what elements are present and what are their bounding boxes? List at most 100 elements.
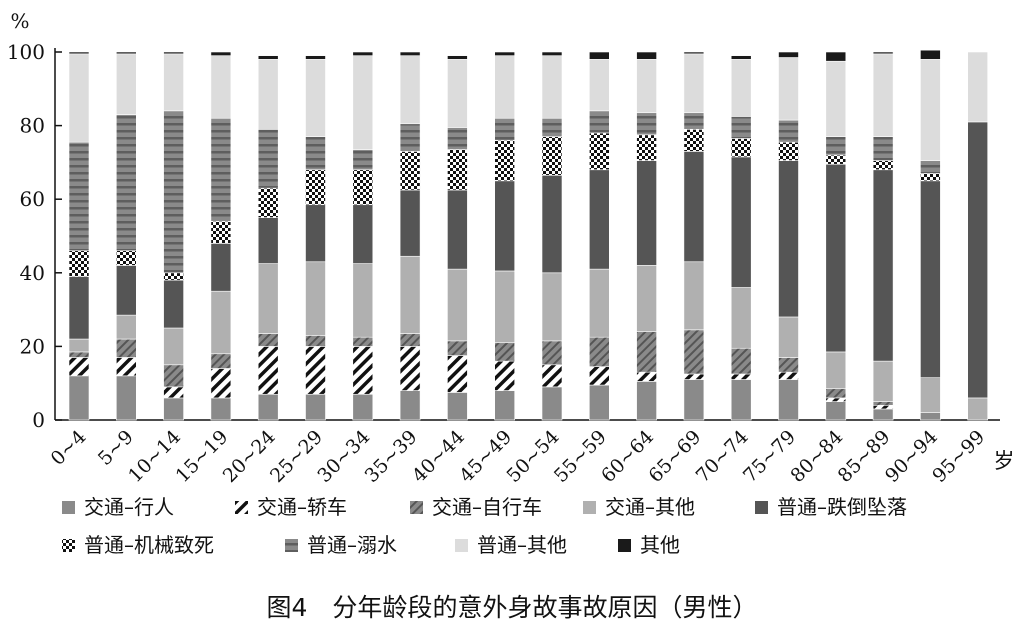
bar-segment — [872, 404, 894, 410]
bar-segment — [210, 353, 232, 369]
bar-segment — [68, 250, 90, 277]
bar-segment — [305, 393, 326, 421]
bar-segment — [683, 151, 705, 263]
bar-segment — [825, 351, 847, 390]
y-tick-label: 20 — [20, 334, 45, 358]
legend-swatch — [455, 539, 468, 552]
bar-segment — [305, 169, 326, 206]
bar-segment — [352, 263, 374, 338]
bar-segment — [683, 128, 705, 152]
bar-segment — [116, 53, 137, 115]
bar-segment — [116, 357, 137, 377]
x-tick-label: 55~59 — [550, 426, 611, 487]
x-tick-label: 85~89 — [834, 426, 895, 487]
bar-segment — [588, 336, 610, 367]
x-tick-label: 45~49 — [455, 426, 516, 487]
bar-segment — [778, 141, 799, 161]
bar-segment — [636, 51, 657, 60]
x-tick-label: 20~24 — [219, 426, 280, 487]
bar-segment — [257, 393, 279, 421]
y-tick-label: 40 — [20, 261, 45, 285]
bar-segment — [825, 401, 847, 421]
bar-segment — [730, 287, 752, 349]
bar-segment — [683, 261, 705, 331]
x-tick-label: 70~74 — [692, 426, 753, 487]
x-tick-label: 0~4 — [47, 426, 91, 470]
bar-segment — [163, 397, 184, 421]
legend-swatch — [618, 539, 631, 552]
bar-segment — [967, 397, 989, 421]
bar-segment — [257, 59, 279, 130]
bar-segment — [778, 119, 799, 143]
bar-segment — [920, 180, 941, 378]
bar-segment — [494, 140, 516, 182]
bar-segment — [210, 397, 232, 421]
bar-segment — [872, 408, 894, 421]
bar-segment — [778, 379, 799, 421]
bar-segment — [352, 51, 374, 56]
bar-segment — [447, 189, 468, 270]
bar-segment — [352, 393, 374, 421]
bar-segment — [116, 265, 137, 316]
bar-segment — [967, 121, 989, 399]
bar-segment — [163, 327, 184, 366]
bar-segment — [399, 333, 421, 347]
bar-segment — [730, 156, 752, 288]
bar-segment — [541, 340, 563, 366]
bar-segment — [825, 388, 847, 399]
bar-segment — [68, 375, 90, 421]
bar-segment — [683, 373, 705, 380]
bar-segment — [257, 128, 279, 189]
bar-segment — [68, 51, 90, 55]
bar-segment — [778, 316, 799, 358]
bar-segment — [872, 136, 894, 161]
bar-segment — [872, 360, 894, 402]
bar-segment — [163, 272, 184, 281]
bar-segment — [210, 51, 232, 56]
bar-segment — [541, 272, 563, 342]
bar-segment — [116, 250, 137, 266]
bar-segment — [683, 53, 705, 114]
bar-segment — [778, 371, 799, 380]
legend-swatch — [410, 501, 423, 514]
bar-segment — [210, 117, 232, 222]
bar-segment — [541, 364, 563, 388]
figure-caption: 图4 分年龄段的意外身故事故原因（男性） — [266, 593, 758, 622]
bar-segment — [494, 342, 516, 362]
x-tick-label: 65~69 — [644, 426, 705, 487]
bar-segment — [636, 371, 657, 382]
bar-segment — [920, 377, 941, 413]
bar-segment — [447, 392, 468, 421]
bar-segment — [352, 346, 374, 395]
bar-segment — [305, 59, 326, 137]
bar-segment — [730, 59, 752, 117]
bar-segment — [352, 204, 374, 264]
bar-segment — [588, 51, 610, 60]
bar-segment — [305, 335, 326, 347]
bar-segment — [825, 51, 847, 62]
bars — [68, 49, 989, 421]
bar-segment — [967, 51, 989, 123]
bar-segment — [541, 51, 563, 56]
bar-segment — [494, 55, 516, 119]
bar-segment — [447, 59, 468, 128]
legend-label: 其他 — [640, 533, 680, 557]
bar-segment — [352, 55, 374, 150]
x-tick-label: 10~14 — [124, 426, 185, 487]
bar-segment — [872, 53, 894, 137]
legend-swatch — [285, 539, 298, 552]
bar-segment — [541, 117, 563, 137]
bar-segment — [210, 290, 232, 355]
bar-segment — [636, 331, 657, 373]
y-tick-label: 60 — [20, 187, 45, 211]
bar-segment — [257, 263, 279, 334]
bar-segment — [588, 169, 610, 270]
bar-segment — [778, 160, 799, 318]
bar-segment — [825, 163, 847, 353]
bar-segment — [825, 397, 847, 402]
bar-segment — [68, 338, 90, 353]
bar-segment — [116, 114, 137, 252]
legend-label: 普通–其他 — [477, 533, 567, 557]
bar-segment — [730, 116, 752, 139]
